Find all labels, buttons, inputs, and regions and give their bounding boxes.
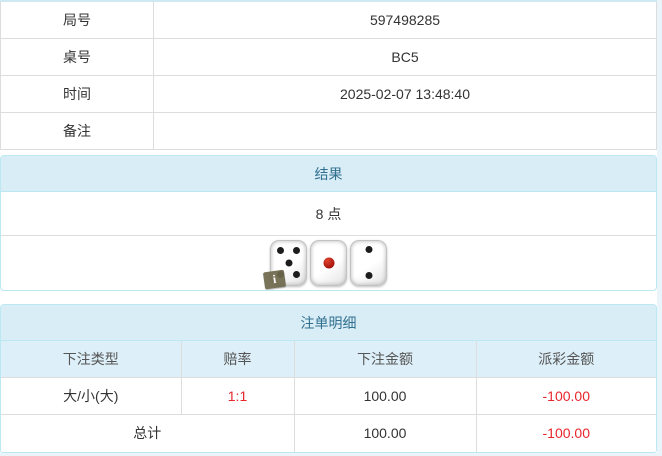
table-row: 备注 xyxy=(0,111,657,150)
total-bet-amount: 100.00 xyxy=(293,414,477,452)
die-pip xyxy=(276,246,284,254)
info-icon[interactable]: i xyxy=(262,269,287,289)
total-label: 总计 xyxy=(1,414,295,452)
round-id-label: 局号 xyxy=(0,0,154,39)
bet-details-panel: 注单明细 下注类型 赔率 下注金额 派彩金额 大/小(大) 1:1 100.00… xyxy=(0,303,657,453)
table-id-value: BC5 xyxy=(153,37,657,76)
die-pip xyxy=(323,257,334,268)
col-header-odds: 赔率 xyxy=(180,340,295,378)
result-panel-title: 结果 xyxy=(1,155,656,192)
odds-cell: 1:1 xyxy=(180,377,295,415)
die-face-1 xyxy=(310,239,347,286)
die-pip xyxy=(293,271,301,279)
die-face-5: i xyxy=(262,239,307,289)
table-id-label: 桌号 xyxy=(0,37,154,76)
col-header-payout: 派彩金额 xyxy=(475,340,656,378)
total-payout: -100.00 xyxy=(475,414,656,452)
col-header-bet-type: 下注类型 xyxy=(1,340,182,378)
remark-label: 备注 xyxy=(0,111,154,150)
bet-amount-cell: 100.00 xyxy=(293,377,477,415)
die-pip xyxy=(365,245,372,253)
table-row: 桌号 BC5 xyxy=(0,37,657,76)
die-pip xyxy=(293,246,301,254)
bet-details-table: 下注类型 赔率 下注金额 派彩金额 大/小(大) 1:1 100.00 -100… xyxy=(1,340,656,452)
bet-type-cell: 大/小(大) xyxy=(1,377,182,415)
result-panel: 结果 8 点 i xyxy=(0,154,657,291)
die-pip xyxy=(365,272,372,280)
time-value: 2025-02-07 13:48:40 xyxy=(153,74,657,113)
time-label: 时间 xyxy=(0,74,154,113)
col-header-bet-amount: 下注金额 xyxy=(293,340,477,378)
payout-cell: -100.00 xyxy=(475,377,656,415)
total-row: 总计 100.00 -100.00 xyxy=(1,414,656,452)
die-face-2 xyxy=(350,239,387,286)
table-row: 局号 597498285 xyxy=(0,0,657,39)
table-header-row: 下注类型 赔率 下注金额 派彩金额 xyxy=(1,340,656,378)
bet-details-title: 注单明细 xyxy=(1,304,656,341)
round-id-value: 597498285 xyxy=(153,0,657,39)
dice-row: i xyxy=(1,236,656,290)
result-points: 8 点 xyxy=(1,192,656,236)
table-row: 大/小(大) 1:1 100.00 -100.00 xyxy=(1,377,656,415)
remark-value xyxy=(153,111,657,150)
table-row: 时间 2025-02-07 13:48:40 xyxy=(0,74,657,113)
game-info-table: 局号 597498285 桌号 BC5 时间 2025-02-07 13:48:… xyxy=(0,0,657,150)
die-pip xyxy=(285,259,292,266)
